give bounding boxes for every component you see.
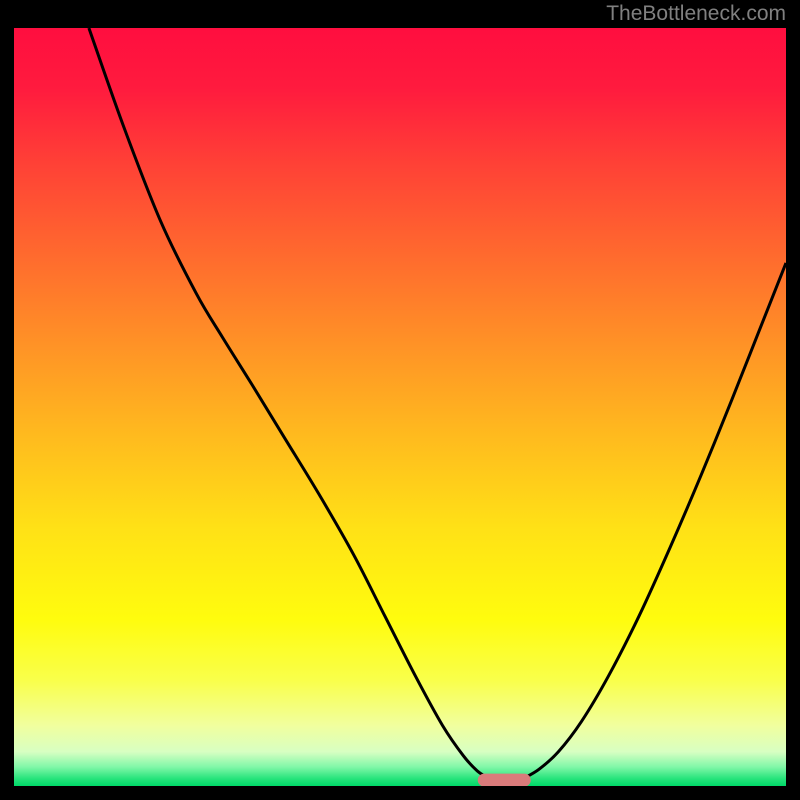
watermark-text: TheBottleneck.com [606,2,786,26]
optimum-marker [478,773,530,786]
plot-area [14,28,786,786]
bottleneck-curve [14,28,786,786]
